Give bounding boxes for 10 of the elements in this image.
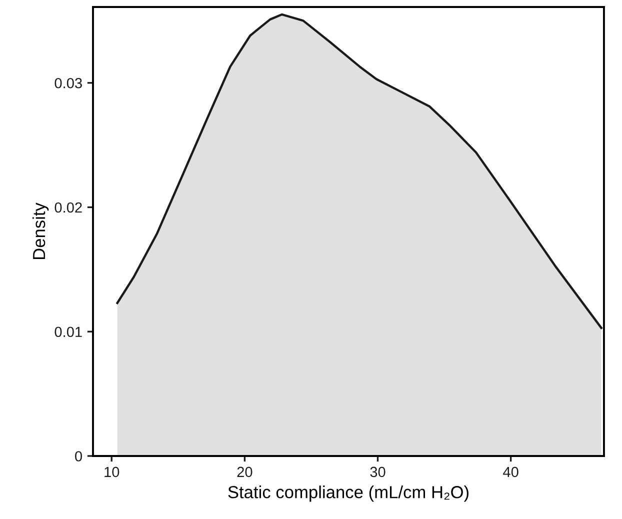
y-tick-label: 0.01 [54, 326, 82, 338]
y-tick-label: 0.03 [54, 78, 82, 88]
x-tick-label: 30 [370, 466, 386, 478]
x-axis-title: Static compliance (mL/cm H₂O) [228, 486, 468, 502]
x-tick-label: 40 [503, 466, 518, 478]
y-tick-label: 0.02 [54, 202, 82, 213]
y-axis-title: Density [32, 202, 49, 260]
x-tick-label: 10 [104, 466, 120, 478]
x-tick-label: 20 [237, 466, 252, 478]
y-tick-label: 0 [75, 451, 82, 462]
